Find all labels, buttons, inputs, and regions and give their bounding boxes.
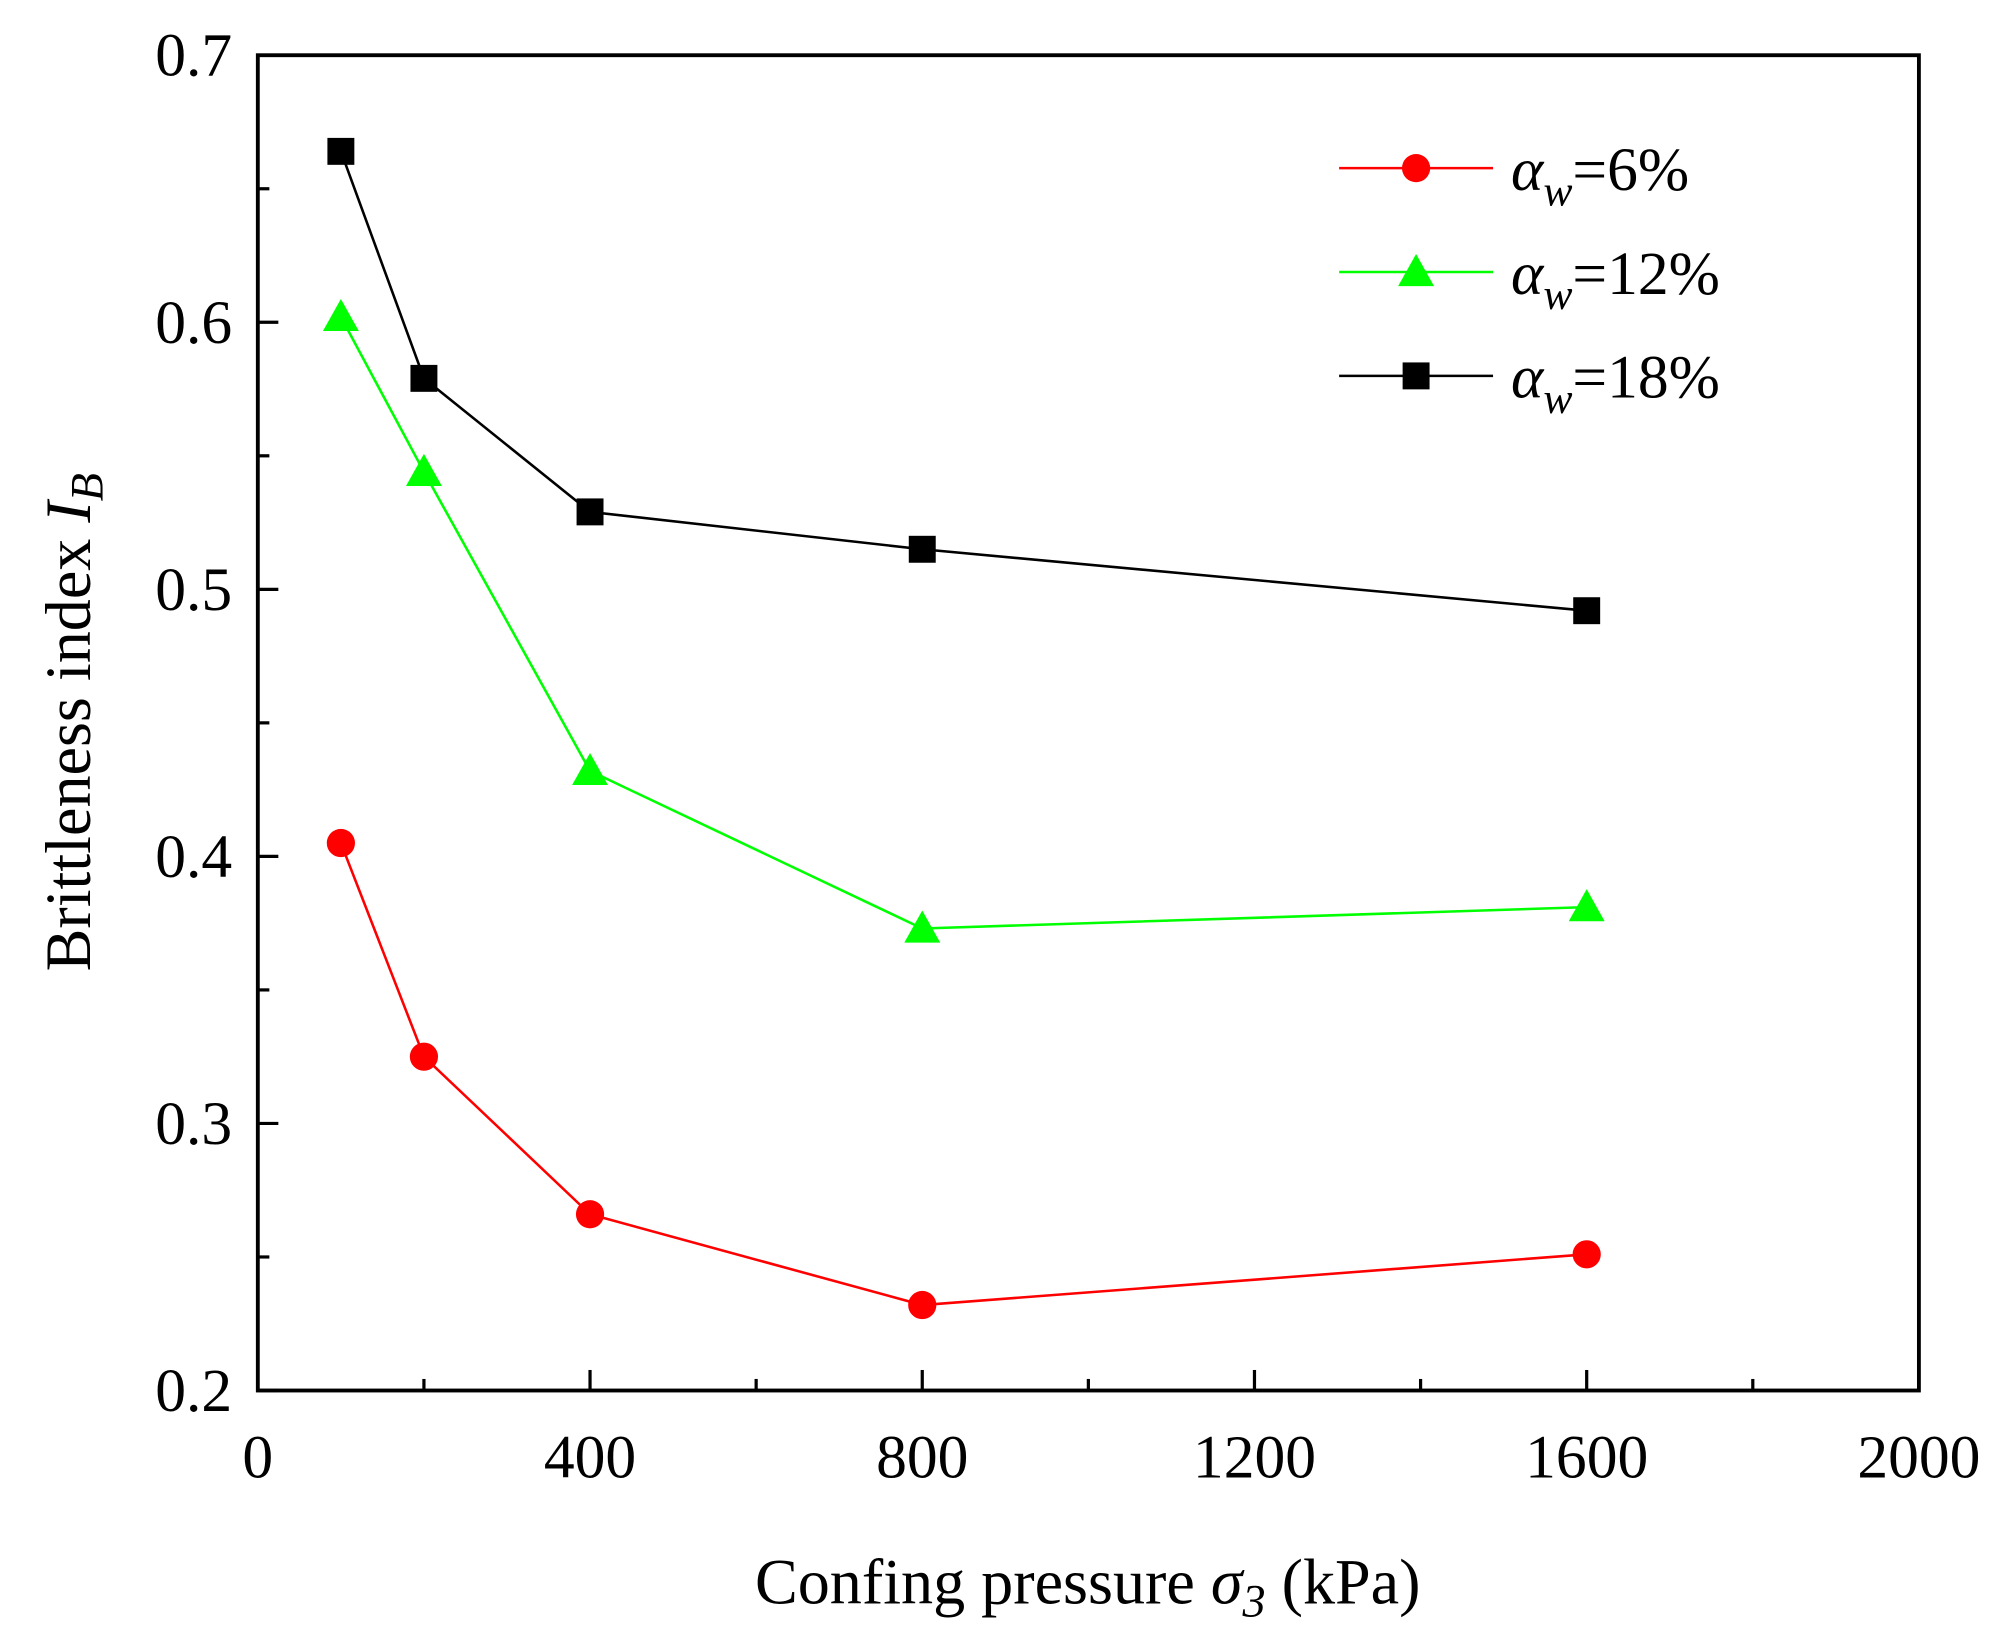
series-line xyxy=(339,316,1587,930)
x-tick-label: 0 xyxy=(242,1424,273,1492)
data-point xyxy=(1568,889,1605,922)
y-tick-label: 0.6 xyxy=(155,289,232,357)
data-point xyxy=(410,364,438,392)
series-circle xyxy=(326,828,1601,1320)
data-point xyxy=(405,453,442,486)
data-point xyxy=(572,752,608,786)
x-tick-label: 1200 xyxy=(1193,1424,1316,1492)
data-point xyxy=(322,298,359,332)
data-point xyxy=(326,828,355,858)
series-line xyxy=(339,150,1587,612)
legend-item: αw=18% xyxy=(1339,344,1720,423)
y-tick-label: 0.3 xyxy=(155,1090,232,1158)
y-tick-label: 0.7 xyxy=(155,22,232,90)
data-point xyxy=(409,1042,439,1071)
series-triangle xyxy=(322,298,1605,943)
y-tick-label: 0.4 xyxy=(155,823,232,891)
data-point xyxy=(1572,1240,1601,1269)
axis-ticks: 0 400 800 1200 1600 2000 0.2 0.3 0.4 0.5 0.6 0.7 xyxy=(155,22,1980,1492)
legend-item: αw=6% xyxy=(1339,136,1689,215)
data-point xyxy=(1573,597,1601,625)
legend-marker xyxy=(1401,153,1431,183)
y-tick-label: 0.5 xyxy=(155,556,232,624)
legend-label: αw=18% xyxy=(1511,344,1720,423)
x-tick-label: 800 xyxy=(876,1424,968,1492)
data-point xyxy=(575,1200,605,1229)
plot-area xyxy=(322,137,1605,1320)
data-point xyxy=(908,535,936,563)
data-point xyxy=(327,137,355,165)
x-tick-label: 2000 xyxy=(1857,1424,1980,1492)
legend-marker xyxy=(1398,254,1435,287)
data-point xyxy=(908,1290,937,1320)
x-tick-label: 400 xyxy=(544,1424,636,1492)
x-axis-label: Confing pressure σ3 (kPa) xyxy=(755,1546,1421,1626)
legend-label: αw=12% xyxy=(1511,240,1720,319)
legend-marker xyxy=(1402,362,1430,390)
y-axis-label: Brittleness index IB xyxy=(33,473,113,971)
legend-item: αw=12% xyxy=(1339,240,1720,319)
data-point xyxy=(576,498,604,526)
y-tick-label: 0.2 xyxy=(155,1357,232,1425)
series-square xyxy=(327,137,1601,625)
legend: αw=6% αw=12% αw=18% xyxy=(1339,136,1720,423)
x-tick-label: 1600 xyxy=(1525,1424,1648,1492)
data-point xyxy=(904,910,941,943)
legend-label: αw=6% xyxy=(1511,136,1689,215)
